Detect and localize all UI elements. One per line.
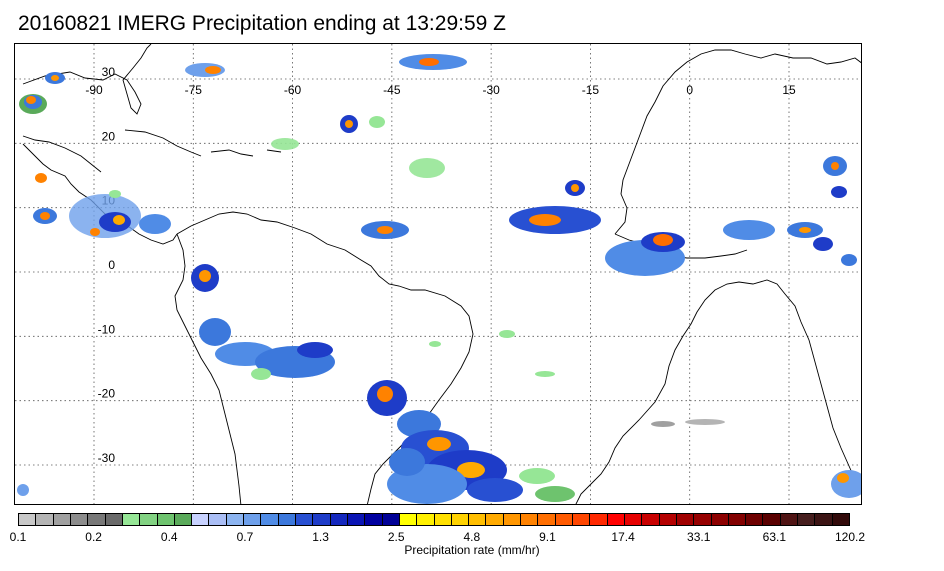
colorbar-swatch <box>209 514 227 525</box>
precipitation-field <box>17 54 861 504</box>
colorbar-swatch <box>780 514 799 525</box>
colorbar-tick-label: 33.1 <box>687 530 711 544</box>
colorbar-swatch <box>486 514 504 525</box>
lon-tick-label: -15 <box>582 83 600 97</box>
colorbar-swatch <box>642 514 660 525</box>
colorbar-swatch <box>538 514 556 525</box>
colorbar-swatch <box>174 514 193 525</box>
colorbar-swatch <box>36 514 54 525</box>
colorbar-tick-label: 0.7 <box>236 530 254 544</box>
colorbar-swatch <box>763 514 781 525</box>
colorbar-tick-label: 4.8 <box>463 530 481 544</box>
colorbar-swatch <box>832 514 849 525</box>
colorbar-swatch <box>347 514 366 525</box>
colorbar-tick-label: 1.3 <box>312 530 329 544</box>
colorbar-swatch <box>676 514 695 525</box>
colorbar-swatch <box>296 514 314 525</box>
colorbar-swatch <box>313 514 331 525</box>
lon-tick-label: -45 <box>383 83 401 97</box>
colorbar <box>18 513 850 526</box>
colorbar-swatch <box>226 514 245 525</box>
colorbar-swatch <box>815 514 833 525</box>
lat-tick-label: 0 <box>108 258 115 272</box>
colorbar-swatch <box>382 514 400 525</box>
colorbar-swatch <box>105 514 123 525</box>
colorbar-tick-label: 9.1 <box>539 530 556 544</box>
lon-tick-label: -30 <box>482 83 500 97</box>
lon-tick-label: -75 <box>185 83 203 97</box>
colorbar-swatch <box>728 514 747 525</box>
colorbar-tick-label: 0.2 <box>85 530 102 544</box>
colorbar-swatch <box>607 514 625 525</box>
colorbar-swatch <box>573 514 591 525</box>
colorbar-swatch <box>694 514 712 525</box>
colorbar-tick-label: 0.4 <box>160 530 178 544</box>
colorbar-swatch <box>244 514 262 525</box>
colorbar-swatch <box>521 514 539 525</box>
colorbar-swatch <box>88 514 106 525</box>
coastline-cuba <box>124 129 202 157</box>
colorbar-swatch <box>157 514 175 525</box>
colorbar-swatch <box>659 514 677 525</box>
colorbar-swatch <box>711 514 729 525</box>
colorbar-swatch <box>261 514 279 525</box>
map-title: 20160821 IMERG Precipitation ending at 1… <box>18 12 506 35</box>
colorbar-swatch <box>798 514 816 525</box>
map-canvas: -90-75-60-45-30-150153020100-10-20-30 <box>15 44 861 504</box>
colorbar-tick-label: 17.4 <box>611 530 635 544</box>
lon-tick-label: 15 <box>782 83 796 97</box>
colorbar-swatch <box>555 514 573 525</box>
colorbar-swatch <box>70 514 89 525</box>
colorbar-swatch <box>434 514 452 525</box>
precipitation-map: -90-75-60-45-30-150153020100-10-20-30 <box>14 43 862 505</box>
lon-tick-label: -90 <box>85 83 103 97</box>
colorbar-swatch <box>503 514 522 525</box>
lat-tick-label: 20 <box>102 129 116 143</box>
colorbar-title: Precipitation rate (mm/hr) <box>404 543 540 557</box>
colorbar-swatch <box>192 514 210 525</box>
colorbar-swatch <box>365 514 383 525</box>
colorbar-swatch <box>140 514 158 525</box>
lon-tick-label: 0 <box>686 83 693 97</box>
colorbar-swatch <box>53 514 71 525</box>
colorbar-swatch <box>278 514 296 525</box>
coastline-africa <box>575 279 861 504</box>
colorbar-swatch <box>624 514 643 525</box>
colorbar-swatch <box>19 514 37 525</box>
lat-tick-label: -10 <box>98 322 116 336</box>
colorbar-swatch <box>469 514 487 525</box>
lat-tick-label: -30 <box>98 451 116 465</box>
colorbar-swatch <box>590 514 608 525</box>
coastline-north-america <box>22 44 152 115</box>
lon-tick-label: -60 <box>284 83 302 97</box>
colorbar-tick-label: 63.1 <box>762 530 787 544</box>
colorbar-swatch <box>451 514 470 525</box>
colorbar-tick-label: 120.2 <box>834 530 866 544</box>
colorbar-swatch <box>399 514 418 525</box>
colorbar-swatch <box>417 514 435 525</box>
colorbar-tick-label: 0.1 <box>9 530 27 544</box>
colorbar-swatch <box>746 514 764 525</box>
colorbar-swatch <box>122 514 141 525</box>
colorbar-tick-label: 2.5 <box>387 530 405 544</box>
colorbar-swatch <box>330 514 348 525</box>
lat-tick-label: -20 <box>98 387 116 401</box>
